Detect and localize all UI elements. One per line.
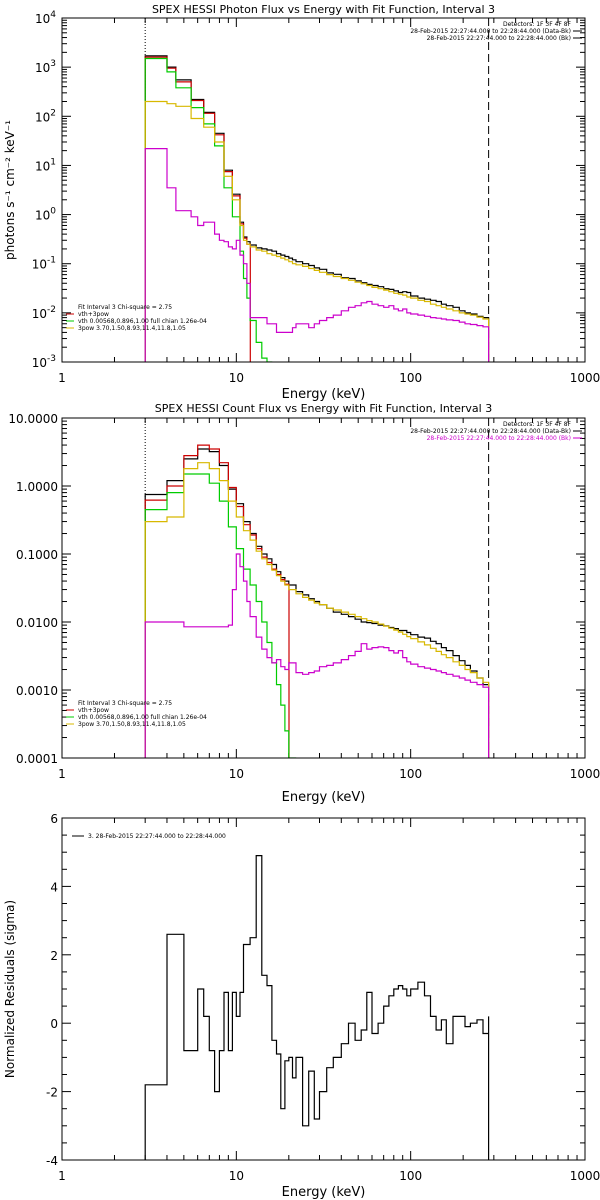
- legend-bottom-left-text: Fit Interval 3 Chi-square = 2.75: [78, 700, 172, 707]
- chart-panel-1: SPEX HESSI Photon Flux vs Energy with Fi…: [3, 3, 600, 402]
- legend-bottom-left-text: 3pow 3.70,1.50,8.93,11.4,11.8,1.05: [78, 325, 186, 332]
- y-tick-label: 0.0001: [16, 752, 58, 766]
- x-tick-label: 100: [399, 371, 422, 385]
- chart-title: SPEX HESSI Photon Flux vs Energy with Fi…: [152, 3, 495, 16]
- y-tick-label: 101: [35, 157, 56, 173]
- chart-panel-3: 1 10 100 1000 -4 -2 0 2 4 6 Energy (keV) Normalized…: [3, 812, 600, 1200]
- series-line-3: [144, 473, 297, 758]
- legend-top-right-text: 28-Feb-2015 22:27:44.000 to 22:28:44.000…: [427, 435, 571, 442]
- legend-top-left-text: 3. 28-Feb-2015 22:27:44.000 to 22:28:44.…: [88, 833, 226, 840]
- y-tick-label: 0.0010: [16, 684, 58, 698]
- y-tick-label: 1.0000: [16, 480, 58, 494]
- y-axis-label: Normalized Residuals (sigma): [3, 900, 17, 1078]
- legend-bottom-left-text: 3pow 3.70,1.50,8.93,11.4,11.8,1.05: [78, 721, 186, 728]
- legend-bottom-left-text: Fit Interval 3 Chi-square = 2.75: [78, 304, 172, 311]
- legend-top-right-text: 28-Feb-2015 22:27:44.000 to 22:28:44.000…: [410, 428, 571, 435]
- x-tick-label: 100: [399, 1169, 422, 1183]
- y-tick-label: -2: [46, 1086, 58, 1100]
- x-tick-label: 100: [399, 767, 422, 781]
- series-line-1: [144, 855, 490, 1160]
- plot-frame: [61, 417, 586, 759]
- series-line-2: [144, 56, 251, 362]
- series-line-4: [144, 462, 490, 758]
- chart-title: SPEX HESSI Count Flux vs Energy with Fit…: [155, 402, 492, 415]
- legend-top-right-text: 28-Feb-2015 22:27:44.000 to 22:28:44.000…: [410, 28, 571, 35]
- series-line-5: [144, 148, 490, 362]
- y-axis-label: photons s⁻¹ cm⁻² keV⁻¹: [3, 120, 17, 260]
- y-tick-label: 103: [35, 59, 56, 75]
- legend-bottom-left-text: vth+3pow: [78, 707, 109, 714]
- y-tick-label: 10-2: [32, 305, 56, 321]
- y-tick-label: 4: [50, 880, 58, 894]
- y-tick-label: 10.0000: [8, 412, 58, 426]
- legend-bottom-left-text: vth+3pow: [78, 311, 109, 318]
- x-tick-label: 1: [58, 1169, 66, 1183]
- series-line-3: [144, 57, 273, 362]
- x-tick-label: 10: [229, 767, 244, 781]
- x-tick-label: 1000: [570, 371, 600, 385]
- chart-panel-2: SPEX HESSI Count Flux vs Energy with Fit…: [8, 402, 600, 805]
- y-tick-label: 6: [50, 812, 58, 826]
- y-tick-label: 0: [50, 1017, 58, 1031]
- x-axis-label: Energy (keV): [282, 387, 366, 402]
- y-tick-label: 102: [35, 108, 56, 124]
- y-tick-label: 2: [50, 949, 58, 963]
- x-tick-label: 10: [229, 371, 244, 385]
- series-line-2: [144, 444, 290, 758]
- x-tick-label: 10: [229, 1169, 244, 1183]
- series-line-5: [144, 553, 490, 758]
- x-tick-label: 1: [58, 767, 66, 781]
- y-tick-label: 0.1000: [16, 548, 58, 562]
- x-axis-label: Energy (keV): [282, 790, 366, 805]
- legend-bottom-left-text: vth 0.00568,0.896,1.00 full chian 1.26e-…: [78, 318, 207, 325]
- y-tick-label: 10-1: [32, 256, 56, 272]
- series-line-1: [144, 55, 490, 362]
- series-line-1: [144, 448, 490, 758]
- x-tick-label: 1000: [570, 1169, 600, 1183]
- plot-frame: [61, 17, 586, 363]
- y-tick-label: 10-3: [32, 354, 56, 370]
- legend-top-right-text: Detectors: 1F 3F 4F 8F: [503, 421, 572, 428]
- y-tick-label: -4: [46, 1154, 58, 1168]
- series-line-4: [144, 100, 490, 362]
- x-axis-label: Energy (keV): [282, 1185, 366, 1200]
- legend-bottom-left-text: vth 0.00568,0.896,1.00 full chian 1.26e-…: [78, 714, 207, 721]
- y-tick-label: 104: [35, 10, 56, 26]
- y-tick-label: 0.0100: [16, 616, 58, 630]
- legend-top-right-text: Detectors: 1F 3F 4F 8F: [503, 21, 572, 28]
- x-tick-label: 1: [58, 371, 66, 385]
- plot-frame: [61, 817, 586, 1161]
- y-tick-label: 100: [35, 207, 56, 223]
- x-tick-label: 1000: [570, 767, 600, 781]
- legend-top-right-text: 28-Feb-2015 22:27:44.000 to 22:28:44.000…: [427, 35, 571, 42]
